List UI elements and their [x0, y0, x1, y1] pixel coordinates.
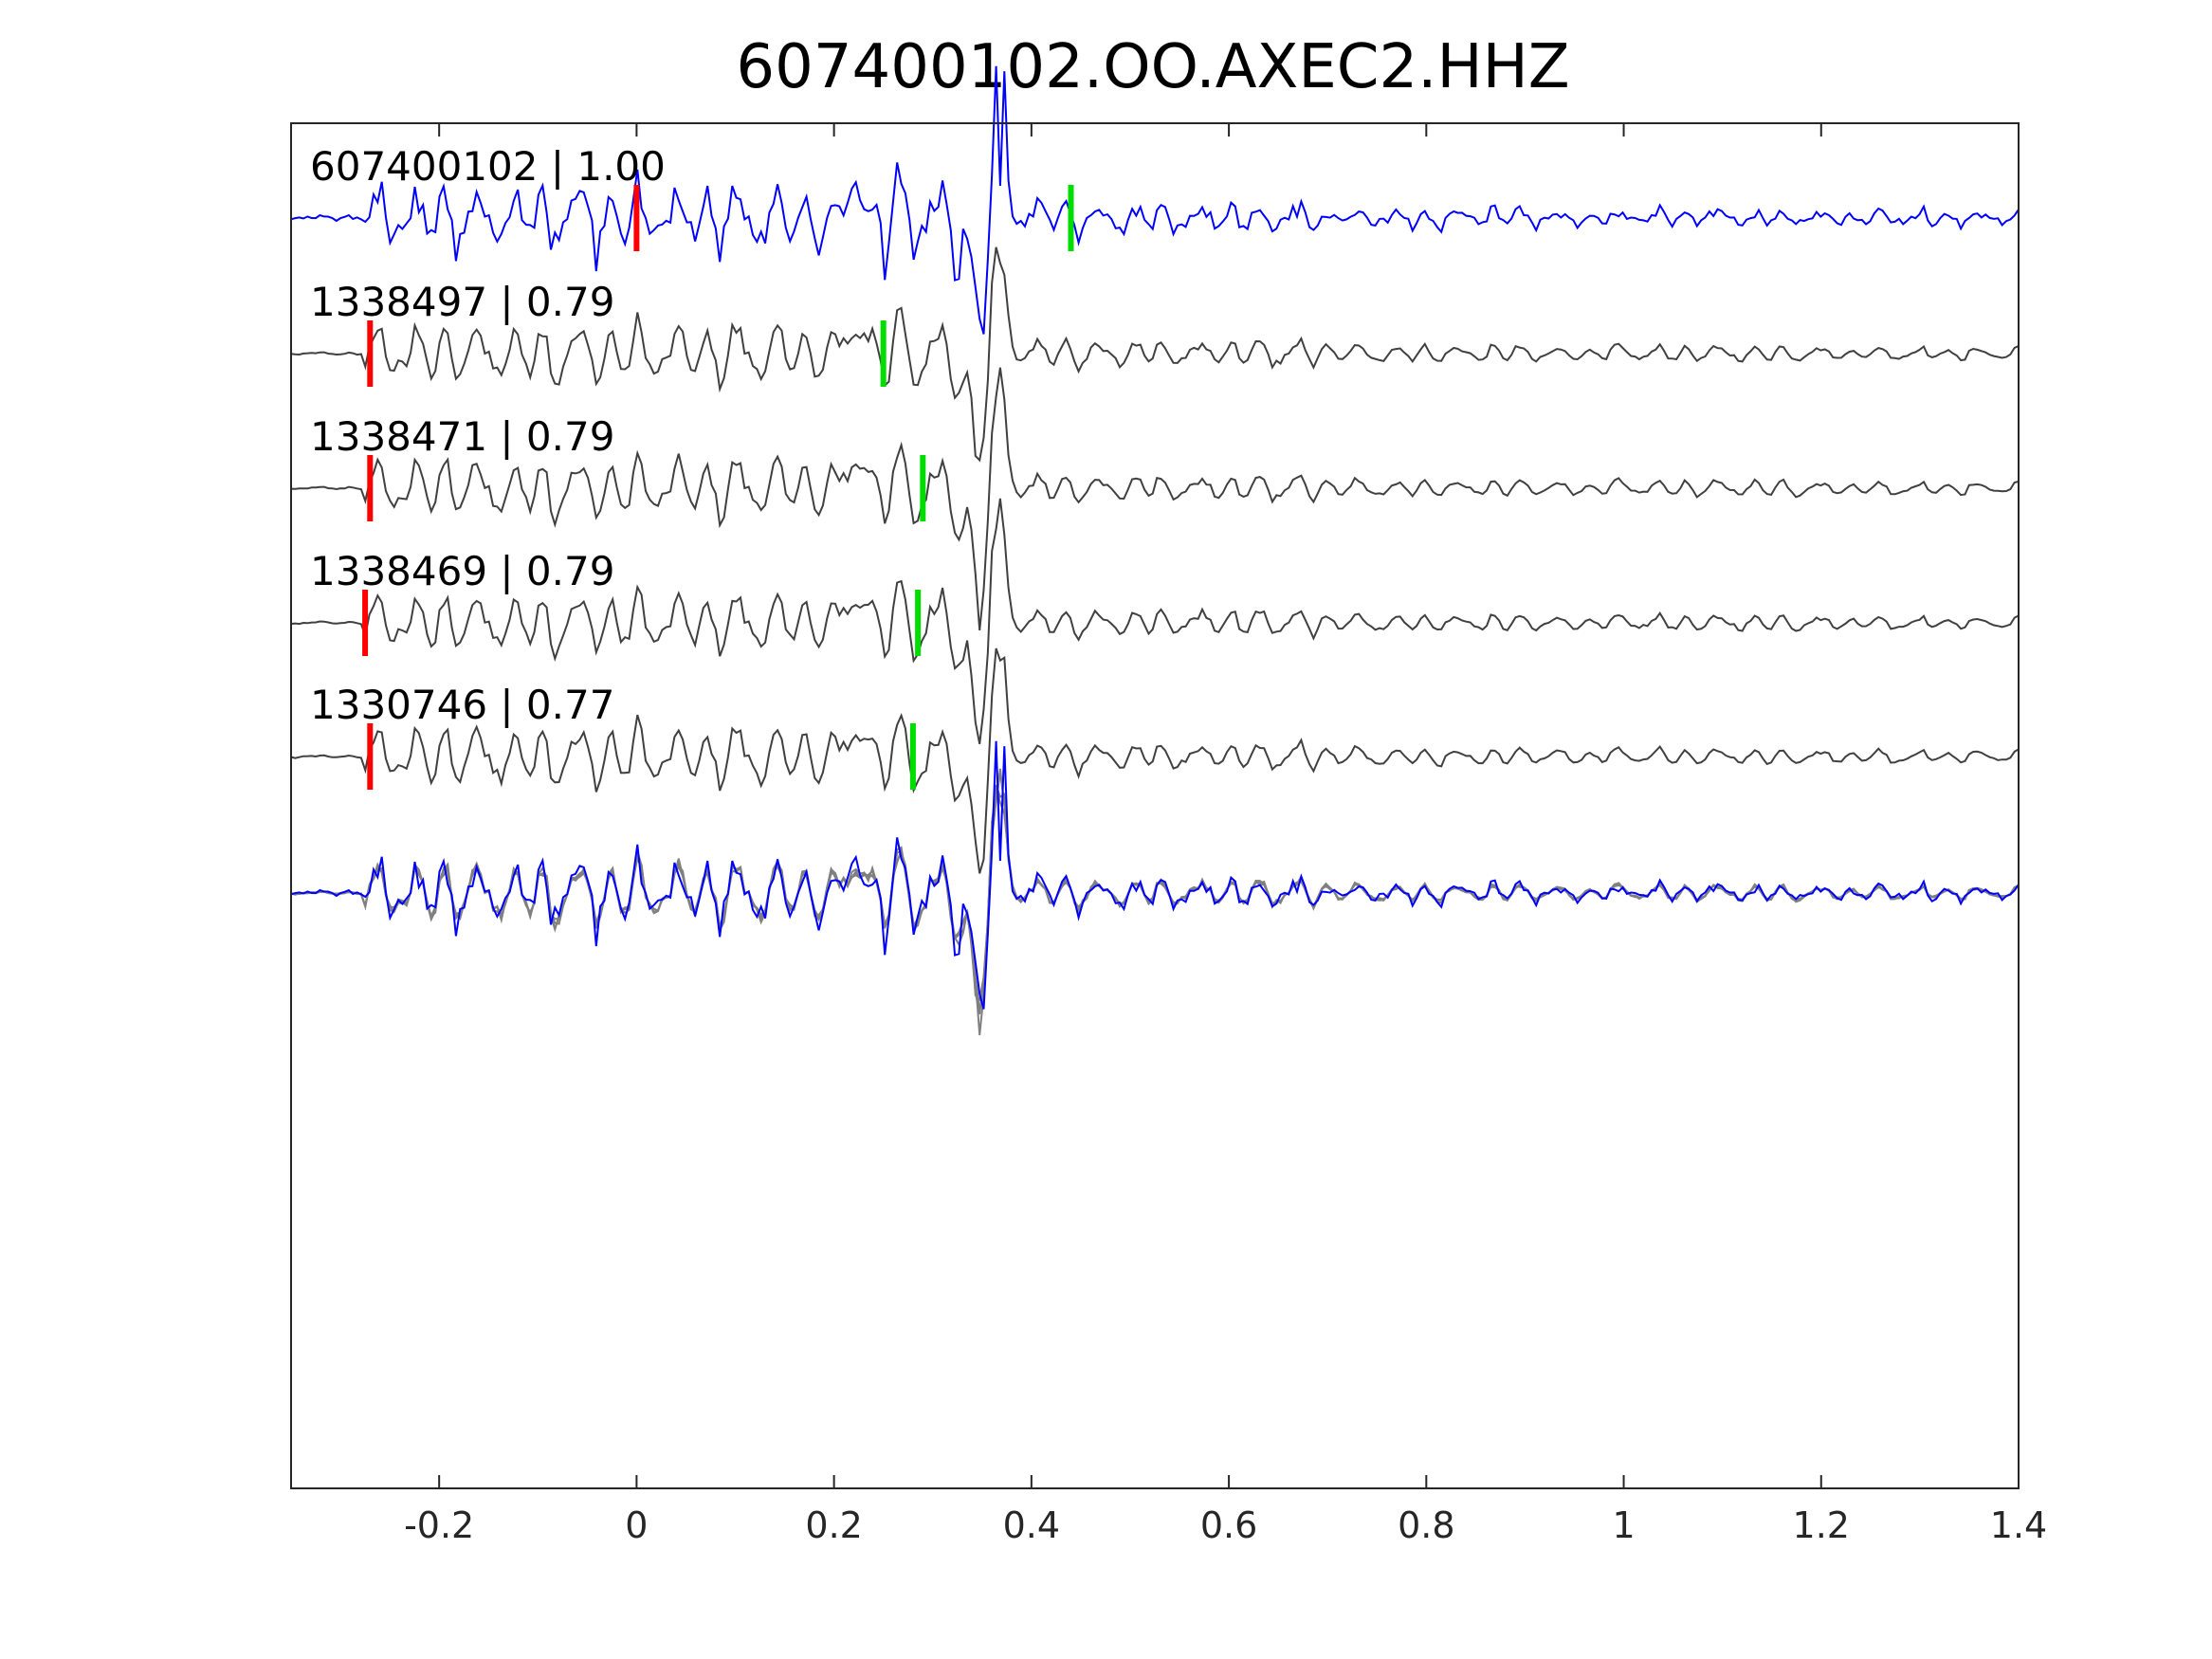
trace-1338497 [290, 246, 2020, 463]
traces-group [290, 65, 2020, 1036]
trace-1338469 [290, 498, 2020, 744]
trace-label-1338469: 1338469 | 0.79 [310, 548, 614, 594]
picks-group [362, 185, 1074, 790]
x-tick-label: 0.6 [1200, 1504, 1257, 1546]
x-tick-label: 0.4 [1003, 1504, 1060, 1546]
x-tick-label: 0.2 [805, 1504, 862, 1546]
x-tick-label: 1.4 [1990, 1504, 2047, 1546]
x-tick-label: 1 [1612, 1504, 1635, 1546]
chart-title: 607400102.OO.AXEC2.HHZ [736, 32, 1569, 102]
trace-1330746 [290, 647, 2020, 874]
x-tick-label: 0.8 [1398, 1504, 1454, 1546]
trace-label-1338471: 1338471 | 0.79 [310, 413, 614, 460]
overlay-trace-607400102 [290, 740, 2020, 1010]
x-tick-label: -0.2 [404, 1504, 474, 1546]
trace-label-1338497: 1338497 | 0.79 [310, 279, 614, 325]
trace-label-1330746: 1330746 | 0.77 [310, 682, 614, 728]
x-tick-label: 0 [625, 1504, 648, 1546]
plot-frame [290, 122, 2020, 1489]
trace-607400102 [290, 65, 2020, 335]
trace-labels-group: 607400102 | 1.00 1338497 | 0.79 1338471 | … [310, 143, 666, 728]
trace-1338471 [290, 367, 2020, 631]
x-axis: -0.2 0 0.2 0.4 0.6 0.8 1 1.2 1.4 [404, 123, 2047, 1546]
x-tick-label: 1.2 [1793, 1504, 1850, 1546]
trace-label-607400102: 607400102 | 1.00 [310, 143, 666, 190]
